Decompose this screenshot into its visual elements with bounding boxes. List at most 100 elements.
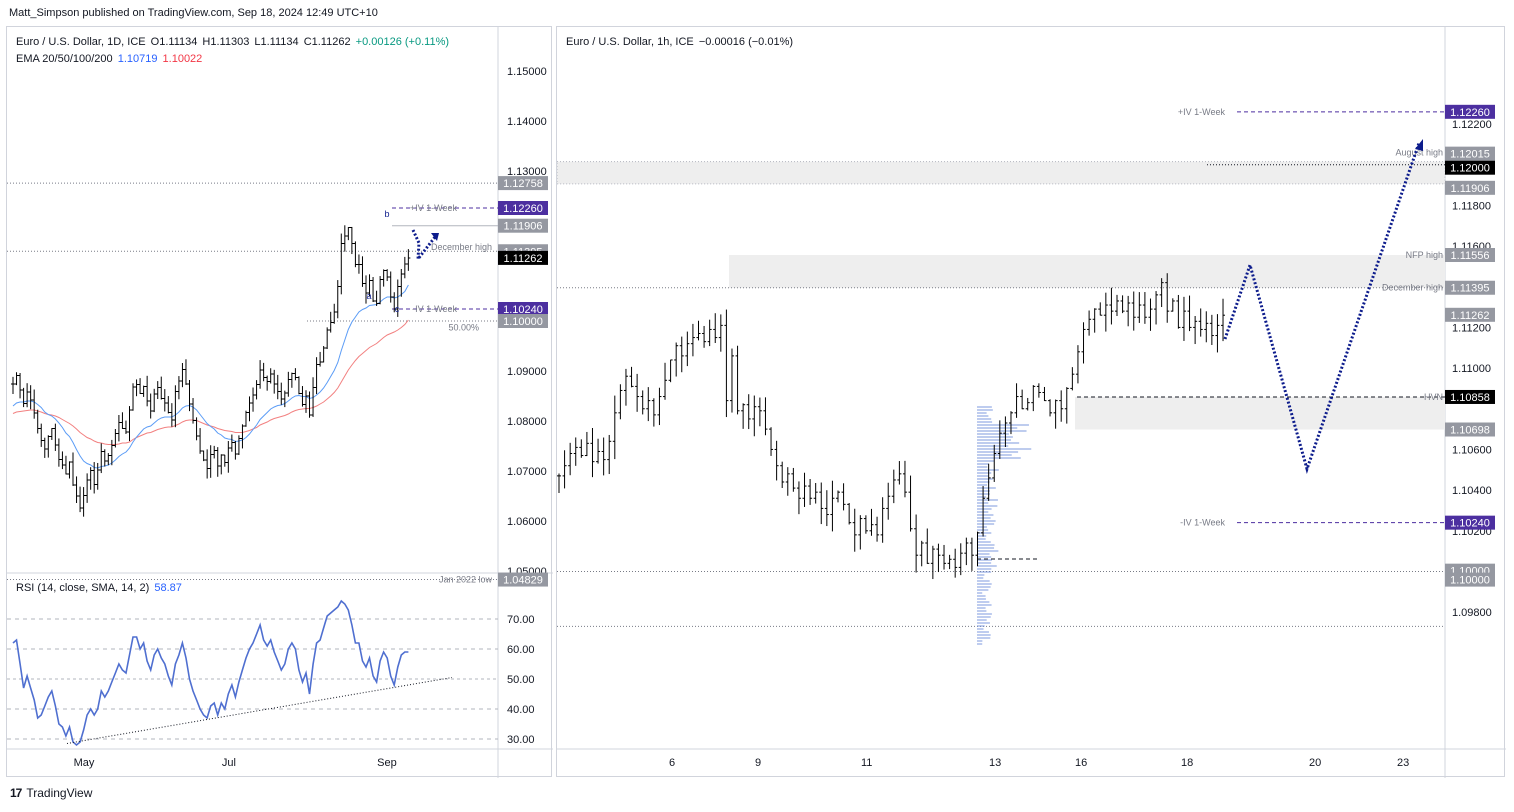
rsi-y-tick: 40.00 <box>507 704 535 716</box>
hourly-price-label: 1.11556 <box>1451 250 1490 262</box>
daily-price-label: 1.10000 <box>503 316 543 328</box>
hourly-price-label: 1.10240 <box>1450 518 1490 530</box>
tradingview-logo-icon: 17 <box>10 786 22 800</box>
hourly-price-label: 1.11262 <box>1451 310 1490 322</box>
hourly-projection-arrowhead <box>1415 139 1423 151</box>
hourly-y-tick: 1.11800 <box>1452 200 1491 212</box>
hourly-x-label: 6 <box>669 757 675 769</box>
hourly-price-label-bg <box>1445 280 1495 295</box>
hourly-price-label-bg <box>1445 248 1495 262</box>
daily-title-row: Euro / U.S. Dollar, 1D, ICE O1.11134 H1.… <box>16 36 451 48</box>
rsi-trendline <box>66 677 453 744</box>
daily-price-label-bg <box>498 302 548 316</box>
rsi-y-tick: 70.00 <box>507 614 535 626</box>
footer: 17 TradingView <box>10 786 92 800</box>
daily-y-tick: 1.07000 <box>507 466 547 478</box>
hourly-price-label: 1.11906 <box>1451 183 1490 195</box>
hourly-price-label: 1.12260 <box>1450 107 1490 119</box>
daily-price-label-bg <box>498 572 548 587</box>
hourly-plus-iv-label: +IV 1-Week <box>1178 107 1226 117</box>
daily-high: H1.11303 <box>202 36 250 48</box>
hourly-price-label: 1.10000 <box>1450 575 1490 587</box>
hourly-x-label: 18 <box>1181 757 1193 769</box>
daily-price-label: 1.11262 <box>504 253 543 265</box>
daily-price-label: 1.12260 <box>503 203 543 215</box>
hourly-nfp-high-label: NFP high <box>1406 250 1443 260</box>
hvn-label: HVN <box>1424 392 1443 402</box>
daily-x-label: May <box>74 757 95 769</box>
daily-price-label: 1.10240 <box>503 304 543 316</box>
footer-brand: TradingView <box>26 786 93 800</box>
hourly-price-label-bg <box>1445 160 1495 175</box>
hourly-price-label-bg <box>1445 515 1495 530</box>
hourly-x-label: 9 <box>755 757 761 769</box>
hourly-price-label-bg <box>1445 307 1495 322</box>
hourly-minus-iv-label: -IV 1-Week <box>1180 518 1225 528</box>
daily-price-label-bg <box>498 314 548 328</box>
daily-price-label: 1.11906 <box>504 221 543 233</box>
daily-y-tick: 1.13000 <box>507 166 547 178</box>
hourly-price-label-bg <box>1445 422 1495 437</box>
daily-projection-arrowhead <box>431 233 439 241</box>
hourly-price-label: 1.10858 <box>1450 392 1490 404</box>
rsi-legend: RSI (14, close, SMA, 14, 2) 58.87 <box>16 582 184 594</box>
daily-minus-iv-label: -IV 1-Week <box>412 304 457 314</box>
hourly-y-tick: 1.11200 <box>1452 322 1491 334</box>
daily-price-label-bg <box>498 201 548 215</box>
daily-y-tick: 1.06000 <box>507 516 547 528</box>
rsi-y-tick: 60.00 <box>507 644 535 656</box>
daily-y-tick: 1.09000 <box>507 366 547 378</box>
hourly-y-tick: 1.10400 <box>1452 485 1492 497</box>
hourly-symbol: Euro / U.S. Dollar, 1h, ICE <box>566 36 694 48</box>
daily-plus-iv-label: +IV 1-Week <box>410 203 458 213</box>
hourly-price-label: 1.12015 <box>1450 149 1490 161</box>
hourly-title-row: Euro / U.S. Dollar, 1h, ICE −0.00016 (−0… <box>566 36 795 48</box>
nfp-december-zone <box>729 255 1445 288</box>
hourly-price-label-bg <box>1445 180 1495 195</box>
ema-label: EMA 20/50/100/200 <box>16 53 113 65</box>
daily-price-label: 1.12758 <box>503 178 543 190</box>
daily-price-label-bg <box>498 176 548 191</box>
hourly-x-label: 13 <box>989 757 1001 769</box>
daily-projection-arrow <box>411 229 437 264</box>
publisher-line: Matt_Simpson published on TradingView.co… <box>9 7 378 19</box>
hourly-chart-svg[interactable]: 1.122001.118001.116001.112001.110001.106… <box>557 27 1506 778</box>
august-high-zone <box>557 161 1446 185</box>
rsi-label: RSI (14, close, SMA, 14, 2) <box>16 582 150 594</box>
hourly-price-label-bg <box>1445 146 1495 161</box>
hourly-x-label: 23 <box>1397 757 1409 769</box>
ema50-value: 1.10022 <box>162 53 203 65</box>
daily-price-label-bg <box>498 250 548 265</box>
rsi-y-tick: 30.00 <box>507 734 535 746</box>
wave-b-label: b <box>384 209 389 219</box>
hourly-price-label: 1.11395 <box>1451 283 1490 295</box>
rsi-y-tick: 50.00 <box>507 674 535 686</box>
daily-close: C1.11262 <box>303 36 351 48</box>
hourly-price-label: 1.10698 <box>1450 425 1490 437</box>
hourly-change: −0.00016 (−0.01%) <box>698 36 794 48</box>
ema-legend: EMA 20/50/100/200 1.10719 1.10022 <box>16 53 204 65</box>
hourly-x-label: 11 <box>861 757 872 769</box>
hourly-chart-panel[interactable]: 1.12200 1.11800 1.11600 1.11200 1.11000 1.106… <box>556 26 1506 778</box>
daily-chart-panel[interactable]: 1.15000 1.14000 1.13000 1.09000 1.08000 1.070… <box>6 26 553 778</box>
wave-a-label: a <box>366 291 371 301</box>
hourly-price-label-bg <box>1445 389 1495 404</box>
wave-c-label: c <box>395 304 400 314</box>
hourly-y-tick: 1.12200 <box>1452 119 1492 131</box>
hvn-zone <box>1075 396 1445 430</box>
rsi-line <box>12 599 409 747</box>
daily-x-label: Jul <box>222 757 236 769</box>
daily-change: +0.00126 (+0.11%) <box>355 36 450 48</box>
ema20-line <box>12 284 409 469</box>
daily-chart-svg[interactable]: 1.15000 1.14000 1.13000 1.09000 1.08000 1.070… <box>7 27 553 778</box>
daily-symbol: Euro / U.S. Dollar, 1D, ICE <box>16 36 146 48</box>
ema20-value: 1.10719 <box>117 53 158 65</box>
daily-december-high-label: December high <box>431 242 492 252</box>
hourly-price-label-bg <box>1445 104 1495 119</box>
daily-jan-2022-low-label: Jan 2022 low <box>439 575 493 585</box>
rsi-value: 58.87 <box>154 582 182 594</box>
hourly-price-label: 1.12000 <box>1450 163 1490 175</box>
hourly-y-tick: 1.11000 <box>1452 363 1491 375</box>
daily-y-tick: 1.14000 <box>507 116 547 128</box>
hourly-august-high-label: August high <box>1395 148 1443 158</box>
